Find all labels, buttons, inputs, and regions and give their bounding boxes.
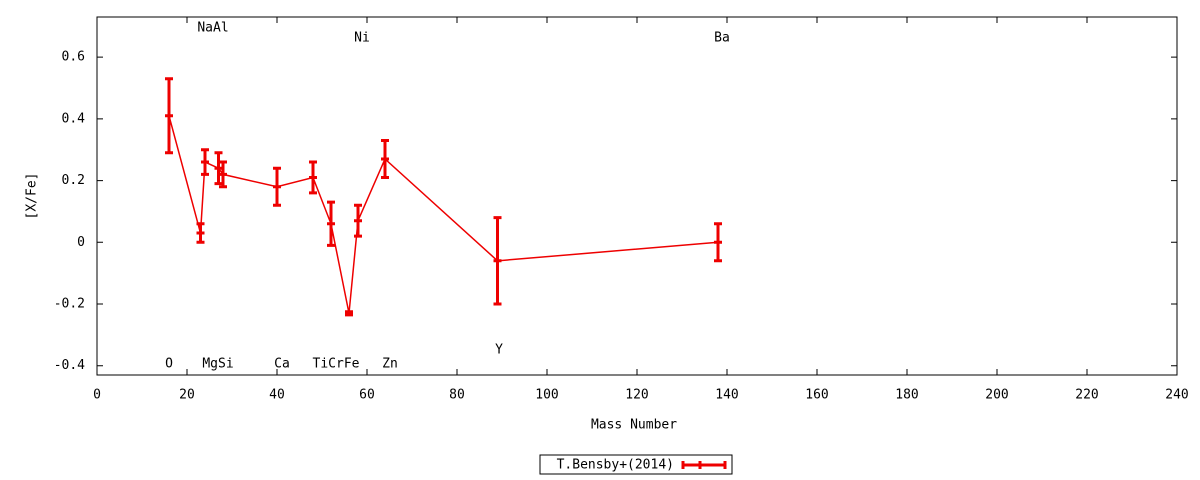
error-bar	[196, 222, 205, 244]
error-bar	[714, 222, 722, 263]
error-bar	[165, 77, 173, 155]
y-tick-label: -0.4	[54, 358, 85, 373]
x-tick-label: 40	[269, 388, 285, 403]
x-tick-label: 180	[895, 388, 918, 403]
plot-frame	[96, 16, 1178, 376]
annotation: MgSi	[202, 357, 233, 372]
annotation: Ca	[274, 357, 290, 372]
legend-swatch	[681, 461, 727, 469]
y-tick-label: 0	[77, 235, 85, 250]
x-tick-label: 120	[625, 388, 648, 403]
error-bar	[354, 203, 362, 238]
legend-box	[539, 454, 733, 475]
error-bar	[219, 160, 227, 189]
y-tick-label: 0.4	[62, 111, 86, 126]
error-bar	[201, 148, 209, 176]
x-tick-label: 100	[535, 388, 558, 403]
y-tick-label: -0.2	[54, 297, 85, 312]
error-bar	[309, 160, 317, 195]
x-tick-label: 240	[1165, 388, 1188, 403]
error-bar	[273, 166, 281, 207]
x-tick-label: 0	[93, 388, 101, 403]
annotation: NaAl	[197, 21, 228, 36]
legend-label: T.Bensby+(2014)	[557, 458, 674, 473]
annotation: Y	[495, 343, 503, 358]
x-tick-label: 140	[715, 388, 738, 403]
annotation: O	[165, 357, 173, 372]
x-tick-label: 160	[805, 388, 828, 403]
y-tick-label: 0.6	[62, 50, 85, 65]
error-bar	[214, 151, 223, 186]
y-axis-label: [X/Fe]	[25, 173, 40, 220]
error-bar	[345, 310, 353, 317]
x-tick-label: 200	[985, 388, 1008, 403]
error-bar	[327, 200, 335, 247]
annotation: TiCrFe	[313, 357, 360, 372]
annotation: Ni	[354, 31, 370, 46]
annotation: Zn	[382, 357, 398, 372]
error-bar	[493, 216, 502, 306]
x-tick-label: 220	[1075, 388, 1098, 403]
y-tick-label: 0.2	[62, 173, 85, 188]
annotation: Ba	[714, 31, 730, 46]
x-tick-label: 80	[449, 388, 465, 403]
x-tick-label: 20	[179, 388, 195, 403]
series-line	[168, 115, 719, 314]
x-axis-label: Mass Number	[591, 418, 677, 433]
error-bar	[381, 138, 389, 179]
x-tick-label: 60	[359, 388, 375, 403]
